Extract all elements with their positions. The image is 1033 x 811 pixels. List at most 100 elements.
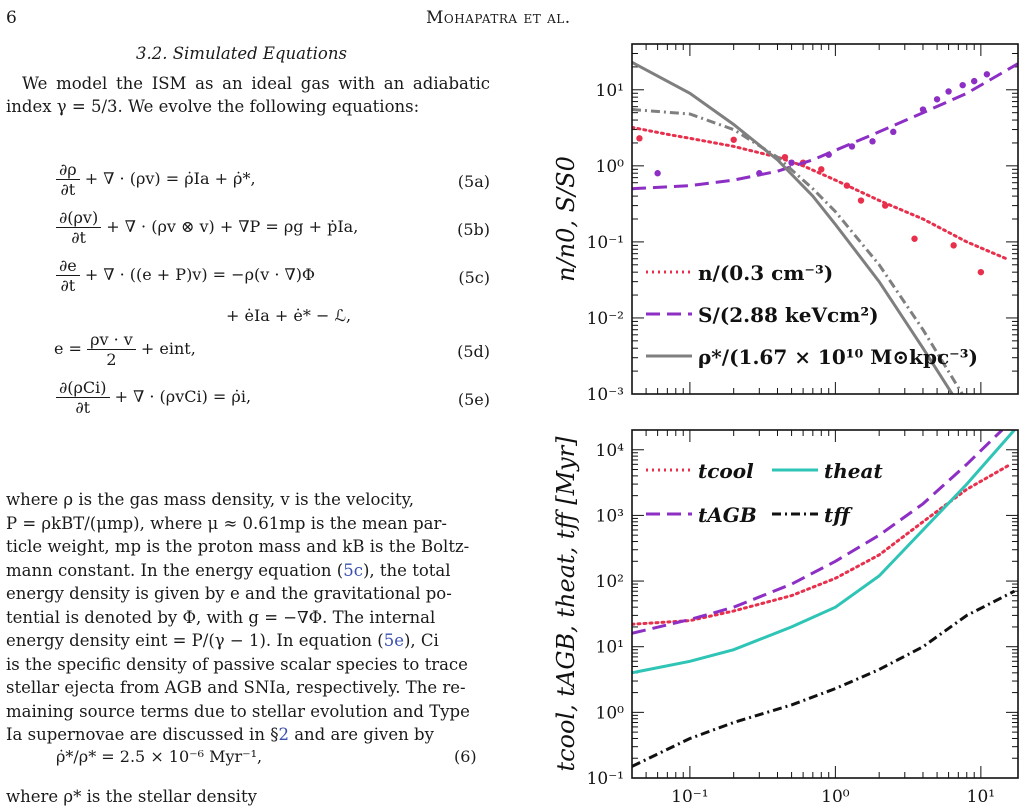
y-tick-label: 10⁻¹ xyxy=(587,233,624,253)
text-line: where ρ is the gas mass density, v is th… xyxy=(6,490,414,509)
data-point xyxy=(881,202,889,209)
x-tick-label: 10¹ xyxy=(967,787,995,806)
legend-label: theat xyxy=(824,459,883,483)
series-line xyxy=(632,125,1008,261)
y-axis-label: n/n0, S/S0 xyxy=(552,156,580,282)
y-tick-label: 10⁻¹ xyxy=(587,769,624,789)
data-point xyxy=(818,166,825,173)
equation-rhs: + eint, xyxy=(140,339,196,358)
y-tick-label: 10⁰ xyxy=(596,157,625,177)
equation-rhs: + ∇ · (ρv ⊗ v) + ∇P = ρg + ṗIa, xyxy=(106,217,359,236)
y-tick-label: 10⁻³ xyxy=(587,385,624,405)
y-tick-label: 10² xyxy=(596,572,624,592)
text-span: Ia supernovae are discussed in § xyxy=(6,725,279,744)
fraction: ∂(ρv) ∂t xyxy=(56,208,102,247)
data-point xyxy=(945,88,952,95)
fraction: ∂ρ ∂t xyxy=(56,160,80,199)
denominator: ∂t xyxy=(60,276,76,295)
x-tick-label: 10⁰ xyxy=(821,787,850,806)
data-point xyxy=(756,170,763,177)
equation-5c: ∂e ∂t + ∇ · ((e + P)v) = −ρ(v · ∇)Φ xyxy=(56,256,315,295)
fraction: ∂(ρCi) ∂t xyxy=(56,378,110,417)
section-title: 3.2. Simulated Equations xyxy=(136,44,347,63)
equation-number-5d: (5d) xyxy=(457,342,490,361)
y-tick-label: 10³ xyxy=(596,506,624,526)
legend-label: n/(0.3 cm⁻³) xyxy=(698,261,833,285)
numerator: ∂ρ xyxy=(56,160,80,180)
text-line: mann constant. In the energy equation (5… xyxy=(6,559,490,583)
series-line xyxy=(632,62,1018,191)
fraction: ∂e ∂t xyxy=(56,256,80,295)
intro-paragraph: We model the ISM as an ideal gas with an… xyxy=(6,74,490,116)
equation-number-5b: (5b) xyxy=(457,220,490,239)
text-line: Ia supernovae are discussed in §2 and ar… xyxy=(6,723,490,747)
y-tick-label: 10⁰ xyxy=(596,703,625,723)
text-span: mann constant. In the energy equation ( xyxy=(6,560,344,580)
y-tick-label: 10⁴ xyxy=(596,441,625,461)
data-point xyxy=(654,170,661,177)
body-paragraph: where ρ is the gas mass density, v is th… xyxy=(6,488,490,747)
plot-frame xyxy=(631,429,1019,779)
x-tick-label: 10⁻¹ xyxy=(671,787,708,806)
series-line xyxy=(632,108,965,394)
y-tick-label: 10⁻² xyxy=(587,309,624,329)
text-span: and are given by xyxy=(288,725,434,744)
equation-5c-continuation: + ėIa + ė* − ℒ, xyxy=(226,306,352,325)
equation-6: ρ̇*/ρ* = 2.5 × 10⁻⁶ Myr⁻¹, xyxy=(56,747,263,766)
data-point xyxy=(869,138,876,145)
data-point xyxy=(890,128,897,136)
numerator: ρv · v xyxy=(87,330,136,350)
equation-number-6: (6) xyxy=(454,747,477,766)
text-line: tential is denoted by Φ, with g = −∇Φ. T… xyxy=(6,607,436,627)
series-line xyxy=(632,430,1016,675)
data-point xyxy=(636,135,643,142)
text-line: is the specific density of passive scala… xyxy=(6,654,468,674)
data-point xyxy=(933,96,941,103)
data-point xyxy=(959,81,966,89)
data-point xyxy=(781,153,789,161)
denominator: ∂t xyxy=(75,398,91,417)
text-line: ticle weight, mp is the proton mass and … xyxy=(6,537,470,556)
equation-rhs: + ∇ · (ρvCi) = ρ̇i, xyxy=(114,387,252,406)
y-tick-label: 10¹ xyxy=(596,638,624,658)
series-line xyxy=(632,589,1016,768)
numerator: ∂(ρCi) xyxy=(56,378,110,398)
equation-link-5c[interactable]: 5c xyxy=(343,560,363,580)
data-point xyxy=(977,268,985,276)
data-point xyxy=(911,235,918,242)
numerator: ∂e xyxy=(56,256,80,276)
numerator: ∂(ρv) xyxy=(56,208,102,228)
equation-5a: ∂ρ ∂t + ∇ · (ρv) = ρ̇Ia + ρ̇*, xyxy=(56,160,256,199)
text-line: stellar ejecta from AGB and SNIa, respec… xyxy=(6,678,466,697)
page-number: 6 xyxy=(6,8,17,28)
equation-number-5a: (5a) xyxy=(457,172,490,191)
denominator: ∂t xyxy=(60,180,76,199)
y-axis-label: tcool, tAGB, theat, tff [Myr] xyxy=(552,436,580,772)
equation-number-5e: (5e) xyxy=(457,390,490,409)
running-head: Mohapatra et al. xyxy=(426,8,571,28)
text-span: ), Ci xyxy=(403,631,439,650)
legend-label: ρ*/(1.67 × 10¹⁰ M⊙kpc⁻³) xyxy=(698,345,978,369)
equation-rhs: + ∇ · (ρv) = ρ̇Ia + ρ̇*, xyxy=(84,169,256,188)
data-point xyxy=(848,143,856,150)
data-point xyxy=(788,159,795,166)
equation-link-5e[interactable]: 5e xyxy=(383,631,404,650)
text-line: energy density is given by e and the gra… xyxy=(6,584,452,603)
data-point xyxy=(919,106,927,113)
y-tick-label: 10¹ xyxy=(596,81,624,101)
equation-5e: ∂(ρCi) ∂t + ∇ · (ρvCi) = ρ̇i, xyxy=(56,378,251,417)
data-point xyxy=(730,136,737,143)
figure: 10¹ 10⁰ 10⁻¹ 10⁻² 10⁻³ n/n0, S/S0 n/(0.3 cm⁻³)… xyxy=(552,43,1019,806)
equation-block: ∂ρ ∂t + ∇ · (ρv) = ρ̇Ia + ρ̇*, (5a) ∂(ρv)… xyxy=(54,160,490,460)
equation-5b: ∂(ρv) ∂t + ∇ · (ρv ⊗ v) + ∇P = ρg + ṗIa, xyxy=(56,208,358,247)
text-span: ), the total xyxy=(363,560,451,580)
legend-label: S/(2.88 keVcm²) xyxy=(698,303,879,327)
data-point xyxy=(857,197,865,204)
text-line: maining source terms due to stellar evol… xyxy=(6,701,470,721)
text-line: energy density eint = P/(γ − 1). In equa… xyxy=(6,629,490,653)
series-line xyxy=(632,430,1004,635)
section-link-2[interactable]: 2 xyxy=(278,725,289,744)
text-span: energy density eint = P/(γ − 1). In equa… xyxy=(6,631,384,650)
